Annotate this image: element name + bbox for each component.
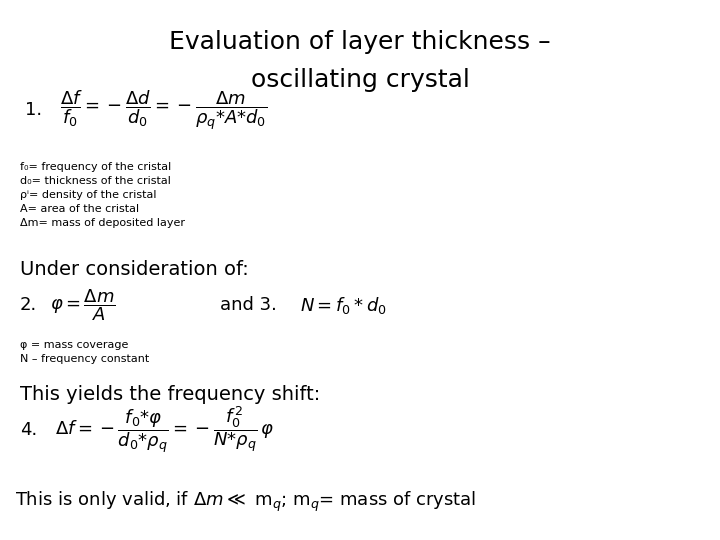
- Text: and 3.: and 3.: [220, 296, 277, 314]
- Text: 2.: 2.: [20, 296, 37, 314]
- Text: 4.: 4.: [20, 421, 37, 439]
- Text: Under consideration of:: Under consideration of:: [20, 260, 248, 279]
- Text: This yields the frequency shift:: This yields the frequency shift:: [20, 385, 320, 404]
- Text: $\dfrac{\Delta f}{f_0} = -\dfrac{\Delta d}{d_0} = -\dfrac{\Delta m}{\rho_q{*}A{*: $\dfrac{\Delta f}{f_0} = -\dfrac{\Delta …: [60, 88, 267, 132]
- Text: $\varphi{=}\dfrac{\Delta m}{A}$: $\varphi{=}\dfrac{\Delta m}{A}$: [50, 287, 116, 323]
- Text: ρⁱ= density of the cristal: ρⁱ= density of the cristal: [20, 190, 156, 200]
- Text: N – frequency constant: N – frequency constant: [20, 354, 149, 364]
- Text: 1.: 1.: [25, 101, 42, 119]
- Text: Evaluation of layer thickness –: Evaluation of layer thickness –: [169, 30, 551, 54]
- Text: $N = f_0 * d_0$: $N = f_0 * d_0$: [300, 294, 387, 315]
- Text: φ = mass coverage: φ = mass coverage: [20, 340, 128, 350]
- Text: oscillating crystal: oscillating crystal: [251, 68, 469, 92]
- Text: This is only valid, if $\Delta m \ll$ m$_q$; m$_q$= mass of crystal: This is only valid, if $\Delta m \ll$ m$…: [15, 490, 477, 514]
- Text: d₀= thickness of the cristal: d₀= thickness of the cristal: [20, 176, 171, 186]
- Text: A= area of the cristal: A= area of the cristal: [20, 204, 139, 214]
- Text: Δm= mass of deposited layer: Δm= mass of deposited layer: [20, 218, 185, 228]
- Text: $\Delta f = -\dfrac{f_0{*}\varphi}{d_0{*}\rho_q} = -\dfrac{f_0^{\,2}}{N{*}\rho_q: $\Delta f = -\dfrac{f_0{*}\varphi}{d_0{*…: [55, 404, 274, 455]
- Text: f₀= frequency of the cristal: f₀= frequency of the cristal: [20, 162, 171, 172]
